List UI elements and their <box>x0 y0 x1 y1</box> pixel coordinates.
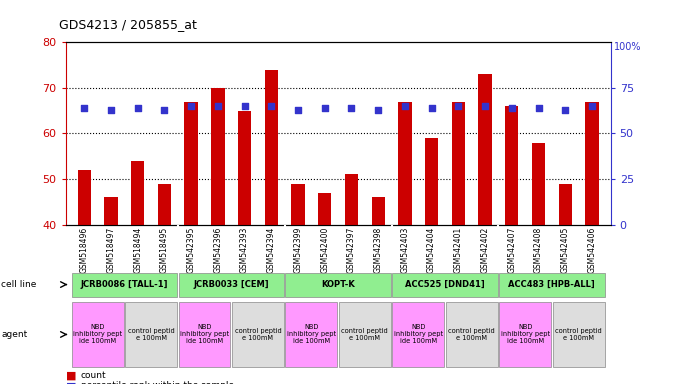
Point <box>159 107 170 113</box>
Bar <box>553 302 604 367</box>
Bar <box>286 302 337 367</box>
Text: control peptid
e 100mM: control peptid e 100mM <box>128 328 175 341</box>
Text: percentile rank within the sample: percentile rank within the sample <box>81 381 234 384</box>
Text: KOPT-K: KOPT-K <box>322 280 355 289</box>
Text: GSM542396: GSM542396 <box>213 227 222 273</box>
Point <box>186 103 197 109</box>
Text: GSM542400: GSM542400 <box>320 227 329 273</box>
Text: NBD
inhibitory pept
ide 100mM: NBD inhibitory pept ide 100mM <box>287 324 336 344</box>
Text: JCRB0033 [CEM]: JCRB0033 [CEM] <box>193 280 269 289</box>
Bar <box>500 273 604 296</box>
Bar <box>286 273 391 296</box>
Text: ACC525 [DND41]: ACC525 [DND41] <box>405 280 485 289</box>
Point <box>453 103 464 109</box>
Point <box>346 105 357 111</box>
Text: ■: ■ <box>66 371 76 381</box>
Text: GSM518495: GSM518495 <box>160 227 169 273</box>
Point <box>132 105 144 111</box>
Bar <box>131 161 144 225</box>
Text: GSM542407: GSM542407 <box>507 227 516 273</box>
Point <box>239 103 250 109</box>
Bar <box>339 302 391 367</box>
Text: count: count <box>81 371 106 379</box>
Bar <box>72 302 124 367</box>
Bar <box>184 101 198 225</box>
Text: GSM542402: GSM542402 <box>480 227 490 273</box>
Bar <box>104 197 118 225</box>
Point <box>400 103 411 109</box>
Text: GSM542397: GSM542397 <box>347 227 356 273</box>
Bar <box>72 273 177 296</box>
Text: control peptid
e 100mM: control peptid e 100mM <box>555 328 602 341</box>
Bar <box>318 193 331 225</box>
Text: NBD
inhibitory pept
ide 100mM: NBD inhibitory pept ide 100mM <box>500 324 550 344</box>
Bar <box>179 302 230 367</box>
Text: NBD
inhibitory pept
ide 100mM: NBD inhibitory pept ide 100mM <box>180 324 229 344</box>
Bar <box>179 273 284 296</box>
Point <box>533 105 544 111</box>
Point <box>506 105 518 111</box>
Point <box>480 103 491 109</box>
Text: control peptid
e 100mM: control peptid e 100mM <box>342 328 388 341</box>
Bar <box>291 184 305 225</box>
Point <box>586 103 598 109</box>
Text: GSM518494: GSM518494 <box>133 227 142 273</box>
Point <box>293 107 304 113</box>
Bar <box>585 101 599 225</box>
Bar <box>558 184 572 225</box>
Text: GSM542395: GSM542395 <box>186 227 196 273</box>
Text: GSM542403: GSM542403 <box>400 227 409 273</box>
Bar <box>265 70 278 225</box>
Text: NBD
inhibitory pept
ide 100mM: NBD inhibitory pept ide 100mM <box>73 324 122 344</box>
Text: ACC483 [HPB-ALL]: ACC483 [HPB-ALL] <box>509 280 595 289</box>
Bar <box>158 184 171 225</box>
Point <box>106 107 117 113</box>
Bar <box>238 111 251 225</box>
Point <box>79 105 90 111</box>
Text: agent: agent <box>1 330 28 339</box>
Bar <box>371 197 385 225</box>
Text: GSM542406: GSM542406 <box>587 227 596 273</box>
Bar <box>505 106 518 225</box>
Text: GSM542404: GSM542404 <box>427 227 436 273</box>
Text: GDS4213 / 205855_at: GDS4213 / 205855_at <box>59 18 197 31</box>
Bar <box>345 174 358 225</box>
Bar <box>532 142 545 225</box>
Text: control peptid
e 100mM: control peptid e 100mM <box>235 328 282 341</box>
Bar <box>425 138 438 225</box>
Point <box>373 107 384 113</box>
Bar <box>452 101 465 225</box>
Point <box>560 107 571 113</box>
Text: GSM542399: GSM542399 <box>293 227 302 273</box>
Text: 100%: 100% <box>614 42 642 52</box>
Bar <box>446 302 497 367</box>
Text: GSM518496: GSM518496 <box>80 227 89 273</box>
Text: NBD
inhibitory pept
ide 100mM: NBD inhibitory pept ide 100mM <box>394 324 443 344</box>
Point <box>266 103 277 109</box>
Text: GSM542394: GSM542394 <box>267 227 276 273</box>
Bar <box>232 302 284 367</box>
Point <box>426 105 437 111</box>
Text: GSM542405: GSM542405 <box>561 227 570 273</box>
Bar <box>478 74 492 225</box>
Bar <box>211 88 224 225</box>
Text: GSM542393: GSM542393 <box>240 227 249 273</box>
Text: GSM542401: GSM542401 <box>454 227 463 273</box>
Text: control peptid
e 100mM: control peptid e 100mM <box>448 328 495 341</box>
Text: GSM542408: GSM542408 <box>534 227 543 273</box>
Bar <box>500 302 551 367</box>
Bar <box>393 302 444 367</box>
Text: ■: ■ <box>66 381 76 384</box>
Text: GSM518497: GSM518497 <box>106 227 115 273</box>
Text: cell line: cell line <box>1 280 37 289</box>
Bar <box>77 170 91 225</box>
Bar <box>393 273 497 296</box>
Point <box>213 103 224 109</box>
Bar <box>398 101 411 225</box>
Bar <box>125 302 177 367</box>
Text: GSM542398: GSM542398 <box>374 227 383 273</box>
Point <box>319 105 331 111</box>
Text: JCRB0086 [TALL-1]: JCRB0086 [TALL-1] <box>81 280 168 289</box>
